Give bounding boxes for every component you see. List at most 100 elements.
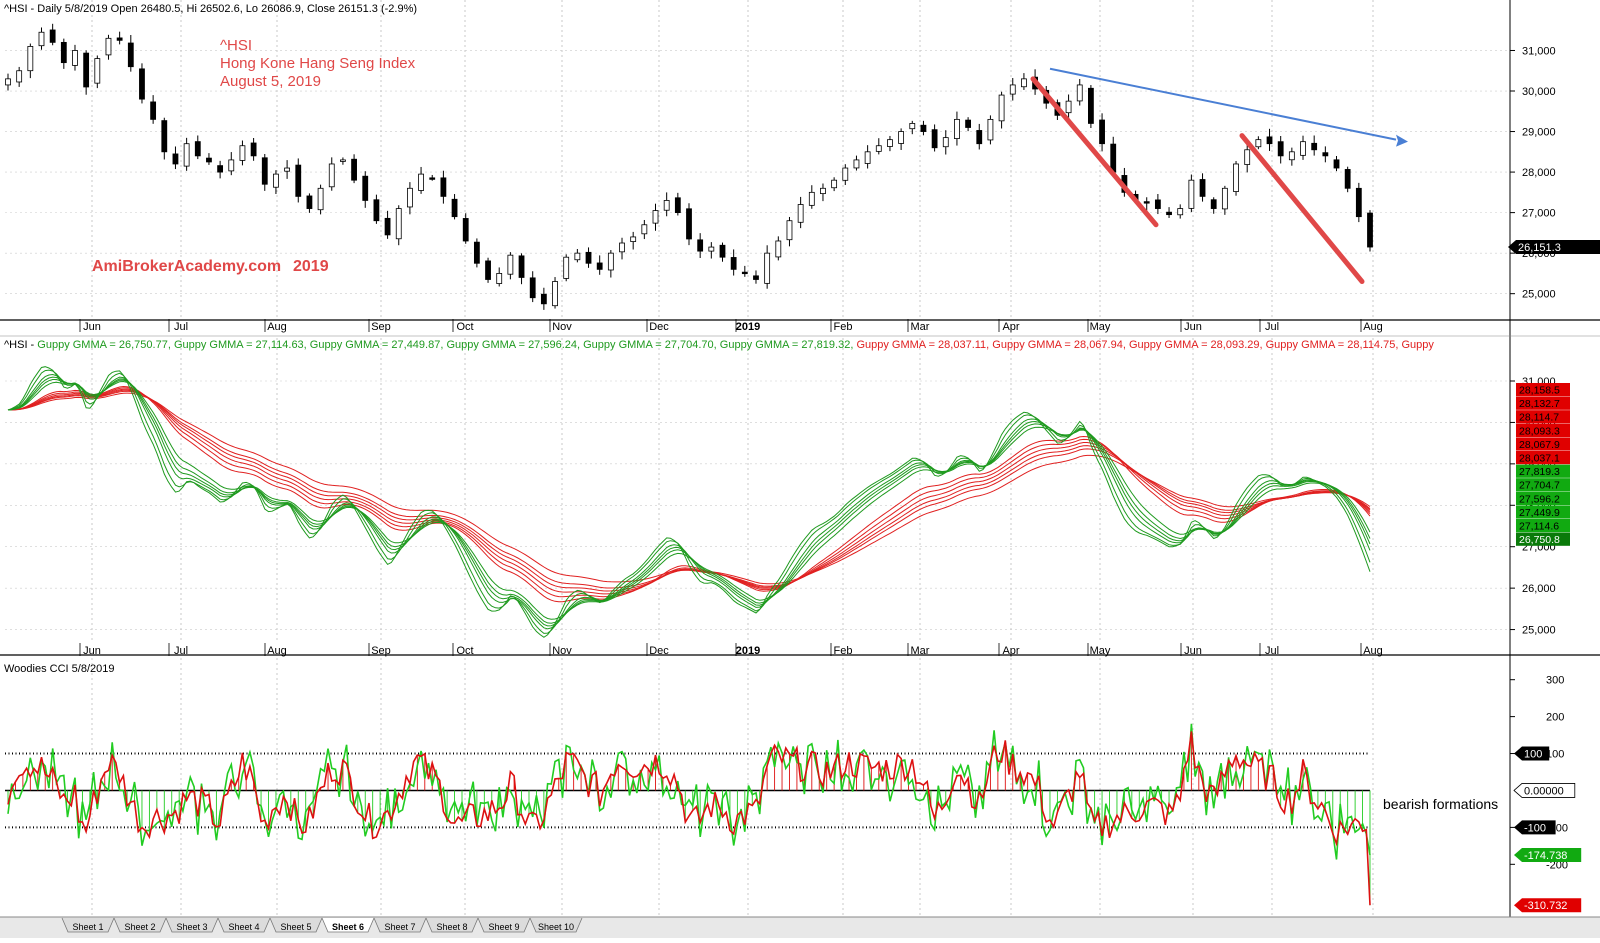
date-axis-label: Apr [1002,645,1019,657]
gmma-value-label: 27,819.3 [1519,466,1560,478]
gmma-value-label: 27,704.7 [1519,480,1560,492]
sheet-tab[interactable]: Sheet 1 [62,918,114,932]
candle-body [865,152,870,164]
candle-body [820,188,825,193]
date-axis-label: Mar [911,321,930,333]
date-axis-label: Oct [456,645,473,657]
candle-body [229,160,234,171]
candle-body [910,123,915,128]
candle-body [184,144,189,166]
candle-body [1245,150,1250,165]
candle-body [1356,188,1361,216]
candle-body [441,178,446,197]
candle-body [497,273,502,283]
candle-body [742,272,747,274]
sheet-tab[interactable]: Sheet 3 [166,918,218,932]
candle-body [932,130,937,148]
candle-body [1088,88,1093,123]
cci-axis-label: 300 [1546,675,1564,687]
gmma-axis-label: 26,000 [1522,583,1556,595]
candle-body [72,50,77,65]
candle-body [307,196,312,209]
price-axis-label: 31,000 [1522,45,1556,57]
sheet-tab-label: Sheet 1 [72,922,103,932]
candle-body [1222,188,1227,209]
candle-body [564,257,569,278]
candle-body [1278,142,1283,156]
candle-body [709,247,714,251]
gmma-value-label: 27,596.2 [1519,493,1560,505]
candle-body [463,218,468,241]
watermark-year: 2019 [293,258,329,275]
watermark-date: August 5, 2019 [220,73,321,90]
date-axis-label: Aug [1363,645,1383,657]
gmma-title-part: Guppy GMMA = 28,037.11, Guppy GMMA = 28,… [856,339,1434,351]
candle-body [430,178,435,180]
candle-body [597,263,602,269]
sheet-tab[interactable]: Sheet 10 [530,918,582,932]
candle-body [296,165,301,196]
sheet-tab[interactable]: Sheet 9 [478,918,530,932]
candle-body [1144,202,1149,204]
gmma-value-label: 28,093.3 [1519,425,1560,437]
date-axis-label: Jun [1184,321,1202,333]
sheet-tab[interactable]: Sheet 8 [426,918,478,932]
price-axis-label: 28,000 [1522,167,1556,179]
price-axis-label: 29,000 [1522,127,1556,139]
date-axis-label: Aug [267,321,287,333]
gmma-value-label: 27,449.9 [1519,507,1560,519]
sheet-tab[interactable]: Sheet 5 [270,918,322,932]
candle-body [1323,153,1328,156]
cci-value-label: -174.738 [1524,850,1567,862]
candle-body [1178,209,1183,215]
sheet-tab[interactable]: Sheet 4 [218,918,270,932]
candle-body [419,174,424,190]
cci-value-label: -310.732 [1524,900,1567,912]
gmma-title-part: ^HSI - [4,339,37,351]
candle-body [1077,85,1082,101]
date-axis-label: Mar [911,645,930,657]
candle-body [84,53,89,87]
candle-body [553,282,558,306]
gmma-value-label: 27,114.6 [1519,521,1559,533]
gmma-value-label: 28,132.7 [1519,398,1560,410]
candle-body [95,59,100,84]
date-axis-label: Aug [1363,321,1383,333]
sheet-tab[interactable]: Sheet 7 [374,918,426,932]
candle-body [162,121,167,152]
sheet-tab-label: Sheet 4 [228,922,259,932]
date-axis-label: May [1090,321,1111,333]
watermark-symbol: ^HSI [220,37,252,54]
candle-body [1111,144,1116,172]
candle-body [899,132,904,144]
date-axis-label: Jul [174,321,188,333]
candle-body [61,42,66,62]
date-axis-label: Oct [456,321,473,333]
candle-body [653,211,658,224]
sheet-tab[interactable]: Sheet 6 [322,918,374,932]
watermark-site: AmiBrokerAcademy.com [92,258,281,275]
candle-body [285,168,290,171]
date-axis-label: Feb [834,645,853,657]
candle-body [1301,142,1306,156]
gmma-value-label: 28,067.9 [1519,439,1560,451]
candle-body [1211,200,1216,209]
candle-body [407,188,412,207]
candle-body [541,294,546,304]
candle-body [787,221,792,240]
date-axis-label: 2019 [736,645,760,657]
candle-body [1167,212,1172,214]
date-axis-label: Jul [1265,321,1279,333]
candle-body [687,209,692,239]
candle-body [1334,160,1339,168]
date-axis-label: Jun [83,645,101,657]
price-pane-title: ^HSI - Daily 5/8/2019 Open 26480.5, Hi 2… [4,3,417,15]
candle-body [731,257,736,269]
sheet-tab[interactable]: Sheet 2 [114,918,166,932]
candle-body [1010,85,1015,94]
candle-body [1066,101,1071,113]
candle-body [664,200,669,210]
watermark-name: Hong Kone Hang Seng Index [220,55,416,72]
candle-body [642,225,647,234]
